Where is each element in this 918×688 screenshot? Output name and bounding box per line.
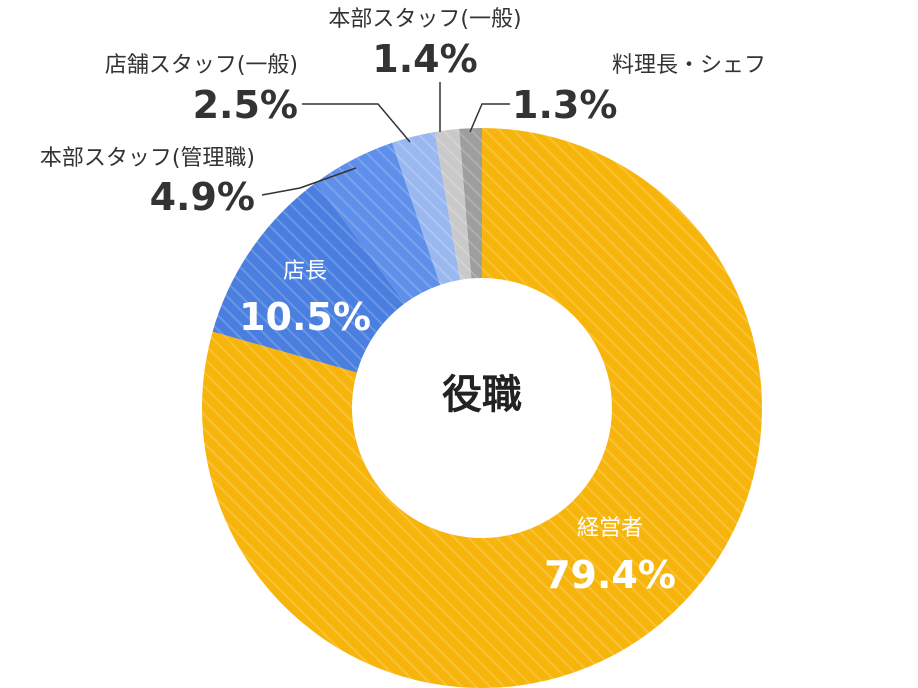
slice-label-value-0: 79.4% [544,553,676,597]
slice-label-value-2: 4.9% [150,175,255,219]
slice-label-value-5: 1.3% [512,83,617,127]
slice-pattern-1 [212,182,405,373]
slice-label-name-2: 本部スタッフ(管理職) [40,146,255,171]
slice-label-name-1: 店長 [283,259,327,284]
center-label: 役職 [442,372,522,418]
leader-lines [261,82,510,196]
slice-label-name-0: 経営者 [577,516,643,541]
leader-line-3 [302,103,411,143]
leader-line-2 [261,167,357,196]
slice-pattern-3 [392,132,461,285]
slice-label-name-5: 料理長・シェフ [612,53,766,78]
slice-label-name-4: 本部スタッフ(一般) [328,7,521,32]
slice-label-name-3: 店舗スタッフ(一般) [105,53,298,78]
slice-pattern-5 [459,128,482,279]
slice-label-value-3: 2.5% [193,83,298,127]
slices-group [201,128,763,688]
leader-line-5 [469,103,510,133]
slice-pattern-2 [316,142,441,304]
slice-label-value-4: 1.4% [372,37,477,81]
slice-labels: 経営者 79.4% 店長 10.5% 本部スタッフ(管理職) 4.9% 店舗スタッフ(一般)… [40,7,766,597]
slice-pattern-4 [434,128,472,280]
slice-pattern-0 [201,128,763,688]
slice-label-value-1: 10.5% [239,295,371,339]
